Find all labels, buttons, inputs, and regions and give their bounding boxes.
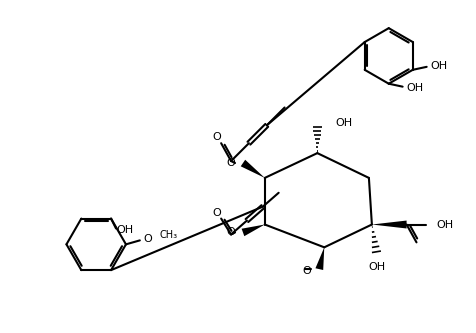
Text: OH: OH [367, 262, 385, 272]
Text: CH₃: CH₃ [159, 230, 178, 240]
Polygon shape [315, 247, 324, 270]
Text: OH: OH [335, 118, 352, 128]
Text: O: O [143, 234, 152, 244]
Text: O: O [226, 227, 235, 237]
Text: O: O [302, 266, 311, 276]
Text: OH: OH [430, 61, 447, 71]
Text: OH: OH [406, 83, 423, 93]
Polygon shape [241, 224, 264, 236]
Text: O: O [226, 158, 235, 168]
Polygon shape [240, 160, 264, 178]
Text: O: O [212, 132, 221, 142]
Polygon shape [371, 220, 406, 228]
Text: OH: OH [436, 219, 453, 229]
Text: OH: OH [116, 225, 133, 235]
Text: O: O [212, 207, 221, 217]
